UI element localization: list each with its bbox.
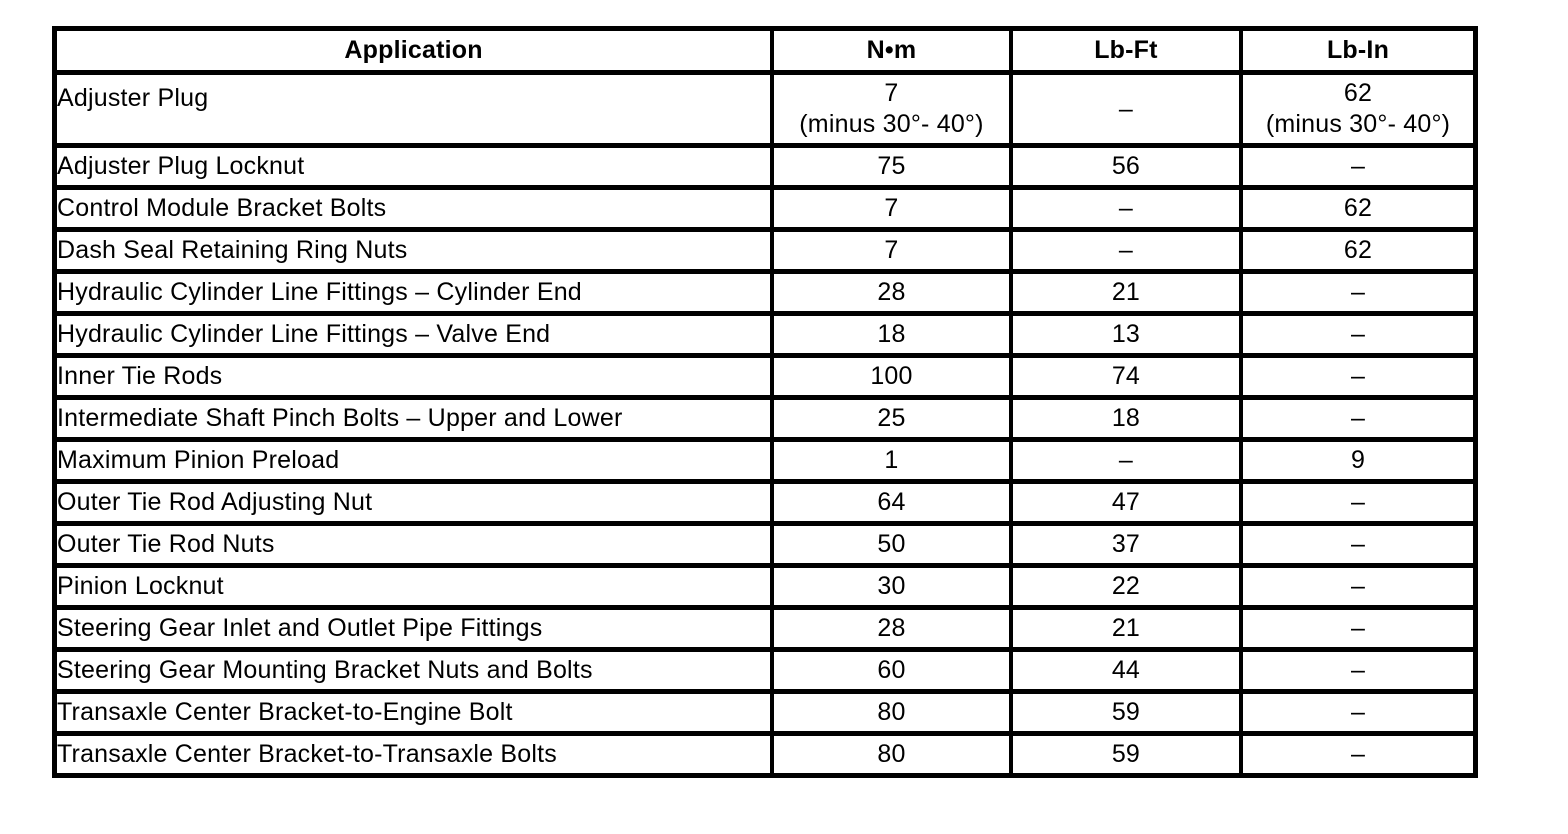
nm-cell: 30 — [770, 563, 1013, 610]
nm-cell: 7 (minus 30°- 40°) — [770, 70, 1013, 148]
lbft-cell: 21 — [1008, 269, 1244, 316]
torque-specifications-table: Application N•m Lb-Ft Lb-In Adjuster Plu… — [52, 26, 1478, 778]
lbft-cell: – — [1008, 185, 1244, 232]
lbin-cell: – — [1239, 563, 1478, 610]
lbin-cell: – — [1239, 689, 1478, 736]
lbft-cell: 37 — [1008, 521, 1244, 568]
application-cell: Outer Tie Rod Adjusting Nut — [52, 479, 775, 526]
lbft-cell: 13 — [1008, 311, 1244, 358]
lbft-cell: – — [1008, 70, 1244, 148]
table-row: Steering Gear Mounting Bracket Nuts and … — [52, 647, 1478, 694]
application-cell: Inner Tie Rods — [52, 353, 775, 400]
lbin-cell: – — [1239, 395, 1478, 442]
table-row: Pinion Locknut 30 22 – — [52, 563, 1478, 610]
lbin-cell: – — [1239, 521, 1478, 568]
header-nm: N•m — [770, 26, 1013, 75]
lbft-cell: 44 — [1008, 647, 1244, 694]
application-cell: Pinion Locknut — [52, 563, 775, 610]
nm-cell: 7 — [770, 185, 1013, 232]
lbin-cell: 62 — [1239, 227, 1478, 274]
table-row: Intermediate Shaft Pinch Bolts – Upper a… — [52, 395, 1478, 442]
nm-cell: 7 — [770, 227, 1013, 274]
nm-cell: 25 — [770, 395, 1013, 442]
lbft-cell: 47 — [1008, 479, 1244, 526]
application-cell: Adjuster Plug Locknut — [52, 143, 775, 190]
lbft-cell: 56 — [1008, 143, 1244, 190]
nm-cell: 100 — [770, 353, 1013, 400]
lbin-cell: 62 (minus 30°- 40°) — [1239, 70, 1478, 148]
lbin-cell: – — [1239, 647, 1478, 694]
nm-cell: 28 — [770, 269, 1013, 316]
lbin-cell: – — [1239, 269, 1478, 316]
header-lbin: Lb-In — [1239, 26, 1478, 75]
application-cell: Outer Tie Rod Nuts — [52, 521, 775, 568]
table-row: Dash Seal Retaining Ring Nuts 7 – 62 — [52, 227, 1478, 274]
application-cell: Hydraulic Cylinder Line Fittings – Cylin… — [52, 269, 775, 316]
lbin-cell: – — [1239, 731, 1478, 778]
table-row: Maximum Pinion Preload 1 – 9 — [52, 437, 1478, 484]
lbin-cell: 9 — [1239, 437, 1478, 484]
nm-cell: 18 — [770, 311, 1013, 358]
header-application: Application — [52, 26, 775, 75]
nm-cell: 28 — [770, 605, 1013, 652]
lbft-cell: 59 — [1008, 689, 1244, 736]
lbft-cell: 74 — [1008, 353, 1244, 400]
nm-cell: 75 — [770, 143, 1013, 190]
lbin-cell: – — [1239, 605, 1478, 652]
application-cell: Intermediate Shaft Pinch Bolts – Upper a… — [52, 395, 775, 442]
application-cell: Steering Gear Inlet and Outlet Pipe Fitt… — [52, 605, 775, 652]
nm-cell: 1 — [770, 437, 1013, 484]
nm-cell: 80 — [770, 689, 1013, 736]
application-cell: Transaxle Center Bracket-to-Transaxle Bo… — [52, 731, 775, 778]
application-cell: Hydraulic Cylinder Line Fittings – Valve… — [52, 311, 775, 358]
lbft-cell: – — [1008, 227, 1244, 274]
table-row: Inner Tie Rods 100 74 – — [52, 353, 1478, 400]
table-row: Outer Tie Rod Adjusting Nut 64 47 – — [52, 479, 1478, 526]
application-cell: Maximum Pinion Preload — [52, 437, 775, 484]
header-lbft: Lb-Ft — [1008, 26, 1244, 75]
lbft-cell: 59 — [1008, 731, 1244, 778]
lbin-cell: – — [1239, 353, 1478, 400]
table-row: Transaxle Center Bracket-to-Transaxle Bo… — [52, 731, 1478, 778]
application-cell: Adjuster Plug — [52, 70, 775, 148]
lbin-cell: 62 — [1239, 185, 1478, 232]
nm-cell: 64 — [770, 479, 1013, 526]
lbin-cell: – — [1239, 311, 1478, 358]
lbin-cell: – — [1239, 479, 1478, 526]
nm-cell: 50 — [770, 521, 1013, 568]
lbft-cell: 21 — [1008, 605, 1244, 652]
table-row: Hydraulic Cylinder Line Fittings – Cylin… — [52, 269, 1478, 316]
table-row: Adjuster Plug Locknut 75 56 – — [52, 143, 1478, 190]
lbft-cell: 18 — [1008, 395, 1244, 442]
header-row: Application N•m Lb-Ft Lb-In — [52, 26, 1478, 75]
table-row: Transaxle Center Bracket-to-Engine Bolt … — [52, 689, 1478, 736]
application-cell: Dash Seal Retaining Ring Nuts — [52, 227, 775, 274]
table-row: Steering Gear Inlet and Outlet Pipe Fitt… — [52, 605, 1478, 652]
nm-cell: 60 — [770, 647, 1013, 694]
application-cell: Control Module Bracket Bolts — [52, 185, 775, 232]
table-row: Adjuster Plug 7 (minus 30°- 40°) – 62 (m… — [52, 70, 1478, 148]
application-cell: Transaxle Center Bracket-to-Engine Bolt — [52, 689, 775, 736]
lbft-cell: 22 — [1008, 563, 1244, 610]
lbin-cell: – — [1239, 143, 1478, 190]
table-row: Hydraulic Cylinder Line Fittings – Valve… — [52, 311, 1478, 358]
nm-cell: 80 — [770, 731, 1013, 778]
table-row: Outer Tie Rod Nuts 50 37 – — [52, 521, 1478, 568]
table-row: Control Module Bracket Bolts 7 – 62 — [52, 185, 1478, 232]
lbft-cell: – — [1008, 437, 1244, 484]
application-cell: Steering Gear Mounting Bracket Nuts and … — [52, 647, 775, 694]
